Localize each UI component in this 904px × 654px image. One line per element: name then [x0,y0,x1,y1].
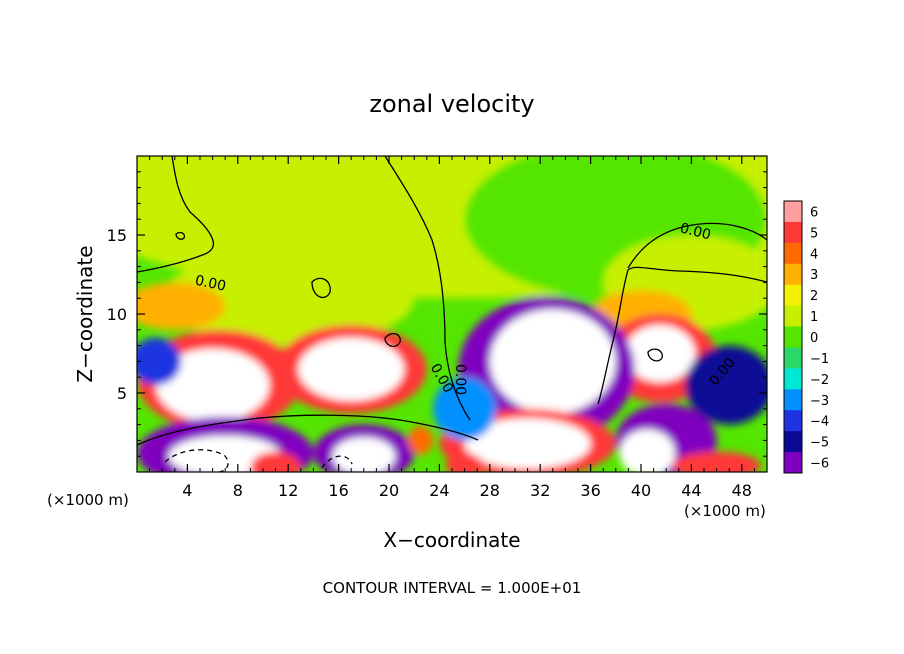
velocity-region [672,451,761,472]
colorbar-frame [783,200,803,474]
y-axis: 5 10 15 [107,171,767,457]
zero-contour-small-loop-1 [311,277,331,299]
contour-lines [137,156,767,472]
x-tick-label: 16 [328,481,348,500]
colorbar-swatch [784,263,802,286]
contour-label: 0.00 [452,364,468,395]
velocity-region [407,426,434,455]
x-tick-label: 36 [580,481,600,500]
negative-contour-2 [321,455,353,469]
colorbar-swatch [784,368,802,390]
colorbar-label: −4 [810,415,829,430]
velocity-region [445,453,484,472]
x-unit-label-left: (×1000 m) [47,491,129,509]
colorbar-swatch [784,389,802,411]
colorbar-label: 4 [810,247,818,262]
x-axis: 4 8 12 16 20 24 28 32 36 40 44 48 [149,156,755,500]
x-axis-label: X−coordinate [383,528,520,552]
colorbar-label: 5 [810,226,818,241]
velocity-region [624,325,696,382]
colorbar-swatch [784,201,802,223]
y-tick-label: 5 [117,384,127,403]
colorbar-swatch [784,242,802,265]
velocity-region [250,451,301,472]
velocity-region [433,377,497,441]
colorbar-label: −3 [810,394,829,409]
contour-label: 0.00 [194,273,228,295]
colorbar-label: −6 [810,457,829,472]
colorbar-swatch [784,221,802,244]
velocity-region [137,337,182,386]
zero-contour-lower [137,414,479,446]
zero-contour-small-loop-2 [384,332,401,348]
contour-label: 0.00 [678,220,712,243]
velocity-region [137,282,226,330]
contour-interval-note: CONTOUR INTERVAL = 1.000E+01 [323,579,582,597]
y-tick-label: 10 [107,305,127,324]
chart-title: zonal velocity [369,90,534,118]
colorbar-swatch [784,452,802,474]
colorbar-label: 6 [810,205,818,220]
colorbar-swatch [784,410,802,432]
velocity-region [619,429,676,472]
y-tick-label: 15 [107,226,127,245]
velocity-region [298,337,405,401]
colorbar-swatch [784,305,802,328]
colorbar-label: 2 [810,289,818,304]
y-axis-label: Z−coordinate [73,245,97,382]
velocity-region [162,250,415,346]
zero-contour-small-loop-4 [175,231,186,240]
colorbar-label: −2 [810,373,829,388]
velocity-region [332,437,396,472]
colorbar-swatch [784,431,802,453]
plot-area: 0.00 0.00 0.00 0.00 0.00 [137,156,767,472]
negative-contour-1 [164,449,229,472]
zero-contour-upper-right [627,222,767,269]
x-tick-label: 8 [233,481,243,500]
colorbar-swatch [784,326,802,348]
velocity-region [464,418,591,469]
x-tick-label: 44 [681,481,701,500]
zero-contour-right [597,266,767,405]
zero-contour-central [384,156,471,421]
colorbar-swatch [784,347,802,369]
colorbar-swatch [784,284,802,307]
x-tick-label: 4 [182,481,192,500]
x-tick-label: 12 [278,481,298,500]
velocity-regions [137,156,767,472]
colorbar: 6 5 4 3 2 1 0 −1 −2 −3 −4 −5 −6 [783,200,829,474]
x-tick-label: 24 [429,481,449,500]
x-tick-label: 48 [732,481,752,500]
colorbar-label: 3 [810,268,818,283]
x-unit-label-right: (×1000 m) [684,502,766,520]
x-tick-label: 28 [480,481,500,500]
colorbar-label: −1 [810,352,829,367]
x-tick-label: 32 [530,481,550,500]
zero-contour-upper-left [137,156,214,273]
colorbar-label: −5 [810,436,829,451]
x-tick-label: 20 [379,481,399,500]
velocity-region [155,348,270,422]
colorbar-label: 0 [810,331,818,346]
colorbar-label: 1 [810,310,818,325]
velocity-region [685,345,767,425]
zero-contour-small-loop-3 [647,348,663,362]
velocity-region [489,309,616,414]
x-tick-label: 40 [631,481,651,500]
